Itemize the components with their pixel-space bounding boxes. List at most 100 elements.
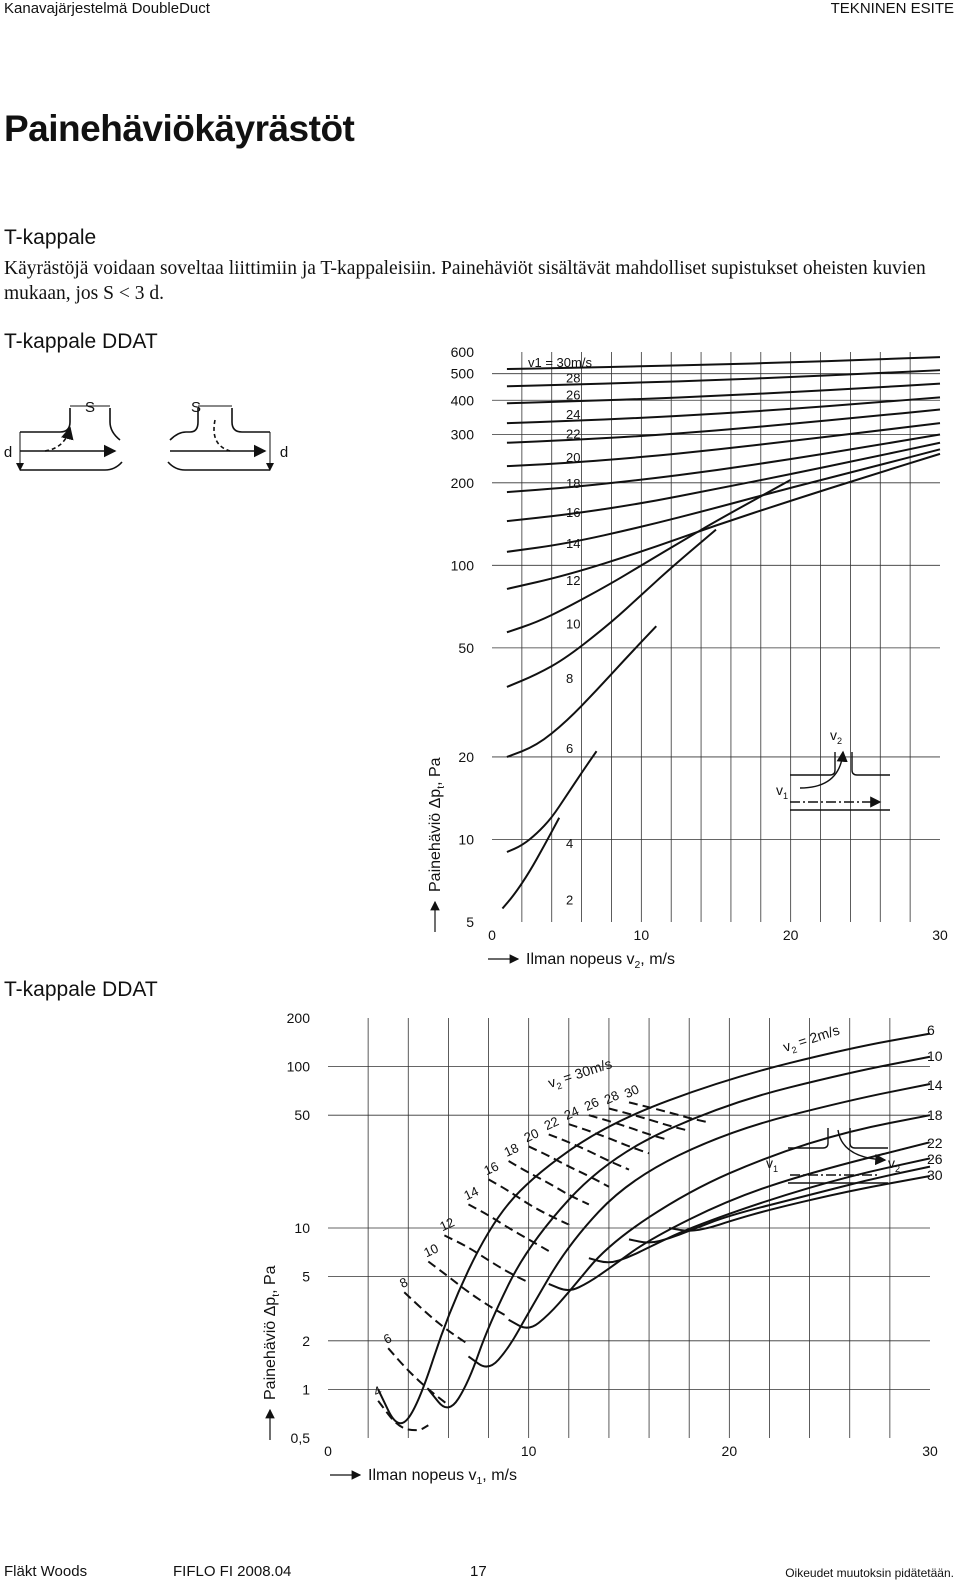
chart1-xtick: 20 <box>783 927 799 943</box>
chart1-series-label-20: 20 <box>566 450 580 465</box>
chart2-inset-diagram <box>788 1128 888 1184</box>
diagram1-wall-bottom <box>20 461 123 471</box>
chart1-series-v1-2 <box>501 817 561 910</box>
chart2-right-label-22: 22 <box>927 1135 943 1151</box>
chart2-solid-v2-6 <box>427 1055 931 1409</box>
chart2-solid-v2-30 <box>668 1175 931 1232</box>
chart1-series-v1-28 <box>506 369 941 388</box>
intro-text: Käyrästöjä voidaan soveltaa liittimiin j… <box>4 258 926 304</box>
chart1-series-v1-18 <box>506 433 941 494</box>
chart1-ytick: 500 <box>451 366 475 382</box>
footer-rights: Oikeudet muutoksin pidätetään. <box>785 1566 954 1580</box>
header-right: TEKNINEN ESITE <box>830 0 954 17</box>
chart1-series-v1-20 <box>506 422 941 468</box>
chart1-inset-v1-label: v1 <box>776 782 788 801</box>
chart1-ytick: 5 <box>466 914 474 930</box>
chart2-dashed-label-12: 12 <box>437 1214 456 1234</box>
chart1-series-v1-22 <box>506 408 941 444</box>
chart2-right-label-10: 10 <box>927 1048 943 1064</box>
chart2-right-label-26: 26 <box>927 1151 943 1167</box>
chart2-ytick: 200 <box>287 1010 311 1026</box>
chart2-inset-branch <box>837 1129 887 1166</box>
t-piece-diagram: Sd Sd <box>4 399 288 471</box>
chart2-xtick: 30 <box>922 1443 938 1459</box>
chart1-series-label-22: 22 <box>566 427 580 442</box>
footer-code: FIFLO FI 2008.04 <box>173 1563 292 1580</box>
chart1-series-v1-8 <box>506 528 717 688</box>
chart1-series-v1-24 <box>506 396 941 425</box>
diagram2-branch-arrow <box>213 419 231 452</box>
chart2-right-label-14: 14 <box>927 1077 943 1093</box>
chart2-subtitle: T-kappale DDAT <box>4 978 158 1001</box>
chart2-dashed-v2-26 <box>588 1114 670 1142</box>
chart2-dashed-label-20: 20 <box>522 1125 541 1145</box>
chart2-dashed-v2-22 <box>548 1133 630 1171</box>
chart1-series-label-18: 18 <box>566 476 580 491</box>
chart2-dashed-label-24: 24 <box>562 1103 581 1123</box>
section-title: T-kappale <box>4 226 97 249</box>
chart2-right-label-6: 6 <box>927 1022 935 1038</box>
chart2-dashed-label-30: 30 <box>622 1081 641 1101</box>
diagram2-wall-bottom <box>167 461 270 471</box>
chart1-series-label-10: 10 <box>566 616 580 631</box>
chart2-dashed-label-22: 22 <box>542 1113 561 1133</box>
footer-page: 17 <box>470 1563 487 1580</box>
chart2-right-label-18: 18 <box>927 1107 943 1123</box>
chart1-series-v1-26 <box>506 382 941 405</box>
chart1-ytick: 10 <box>458 831 474 847</box>
chart1-inset-diagram <box>790 750 890 811</box>
chart2-dashed-label-10: 10 <box>421 1241 440 1261</box>
chart2-ytick: 2 <box>302 1333 310 1349</box>
diagram1-s-label: S <box>85 399 95 416</box>
chart1-series-label-4: 4 <box>566 836 573 851</box>
chart1-inset-branch <box>799 750 848 789</box>
chart1-series-label-30: v1 = 30m/s <box>528 355 592 370</box>
chart2-right-label-30: 30 <box>927 1167 943 1183</box>
chart2-solid-v2-22 <box>588 1157 931 1264</box>
chart2-dashed-v2-18 <box>508 1160 590 1206</box>
chart2-dashed-v2-24 <box>568 1123 650 1155</box>
chart1-xlabel: Ilman nopeus v2, m/s <box>526 951 675 971</box>
chart2-dashed-v2-8 <box>403 1291 470 1346</box>
chart2-dashed-v2-20 <box>528 1145 610 1188</box>
header-left: Kanavajärjestelmä DoubleDuct <box>4 0 210 17</box>
diagram1-d-label: d <box>4 444 12 461</box>
chart-1: 5 10 20 50 100 200 300 400 500 600 0 10 20 30 Ilman no… <box>427 344 948 971</box>
chart1-ylabel: Painehäviö Δpt, Pa <box>427 757 447 892</box>
chart1-ytick: 100 <box>451 557 475 573</box>
chart1-xtick: 0 <box>488 927 496 943</box>
chart2-xtick: 10 <box>521 1443 537 1459</box>
diagram2-s-label: S <box>191 399 201 416</box>
chart1-series-label-28: 28 <box>566 370 580 385</box>
chart1-series-label-16: 16 <box>566 505 580 520</box>
chart1-xtick: 30 <box>932 927 948 943</box>
chart2-dashed-label-18: 18 <box>502 1140 521 1160</box>
chart2-dashed-label-6: 6 <box>381 1330 394 1347</box>
chart2-ytick: 50 <box>294 1107 310 1123</box>
chart1-series-v1-12 <box>506 452 941 590</box>
chart2-ytick: 100 <box>287 1059 311 1075</box>
chart2-dashed-v2-16 <box>488 1178 570 1226</box>
diagram2-d-label: d <box>280 444 288 461</box>
chart1-series-label-8: 8 <box>566 671 573 686</box>
chart2-inset-wall-right <box>849 1128 888 1149</box>
chart2-ytick: 0,5 <box>291 1430 311 1446</box>
chart2-xlabel: Ilman nopeus v1, m/s <box>368 1467 517 1487</box>
footer-brand: Fläkt Woods <box>4 1563 88 1580</box>
chart1-series-label-12: 12 <box>566 573 580 588</box>
chart2-grid <box>328 1018 930 1438</box>
chart1-inset-wall-right <box>851 752 890 776</box>
chart2-solid-v2-18 <box>548 1141 931 1291</box>
chart2-solid-v2-14 <box>508 1114 931 1329</box>
chart2-ytick: 10 <box>294 1220 310 1236</box>
chart2-dashed-v2-10 <box>427 1260 510 1319</box>
chart2-ylabel: Painehäviö Δpt, Pa <box>262 1265 282 1400</box>
chart2-ytick: 5 <box>302 1269 310 1285</box>
page-title: Painehäviökäyrästöt <box>4 108 355 149</box>
chart2-xtick: 20 <box>722 1443 738 1459</box>
chart1-series-v1-6 <box>506 625 657 758</box>
chart2-ytick: 1 <box>302 1381 310 1397</box>
chart2-xtick: 0 <box>324 1443 332 1459</box>
chart1-ytick: 300 <box>451 427 475 443</box>
